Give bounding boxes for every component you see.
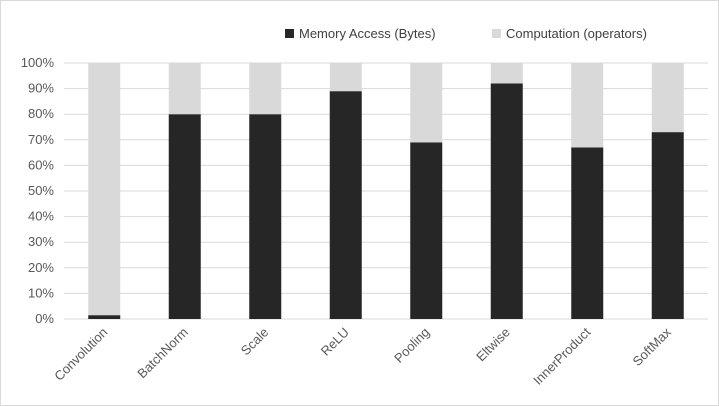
x-tick-label: ReLU (318, 325, 352, 359)
bar-segment-computation (571, 63, 604, 148)
bar-segment-computation (410, 63, 443, 143)
bar-segment-computation (651, 63, 684, 133)
bar-segment-memory-access (329, 91, 362, 319)
legend: Memory Access (Bytes) Computation (operat… (285, 26, 647, 41)
bar-segment-memory-access (249, 114, 282, 319)
y-tick-label: 70% (28, 132, 54, 147)
x-tick-label: InnerProduct (530, 324, 594, 388)
bar-segment-memory-access (410, 142, 443, 319)
bar-segment-memory-access (168, 114, 201, 319)
legend-label: Computation (operators) (506, 26, 647, 41)
bar-segment-memory-access (490, 83, 523, 319)
x-tick-label: Eltwise (473, 325, 513, 365)
bar-segment-computation (329, 63, 362, 92)
legend-swatch (492, 29, 501, 38)
x-tick-label: SoftMax (630, 324, 675, 369)
x-tick-label: BatchNorm (134, 325, 191, 382)
y-tick-label: 100% (21, 55, 55, 70)
bar-segment-memory-access (571, 147, 604, 319)
x-tick-label: Pooling (391, 325, 432, 366)
bar-segment-computation (249, 63, 282, 115)
y-tick-label: 40% (28, 209, 54, 224)
y-tick-label: 80% (28, 106, 54, 121)
bar-segment-computation (490, 63, 523, 84)
bar-segment-computation (88, 63, 121, 316)
x-axis-ticks: Convolution BatchNorm Scale ReLU Pooling Eltw… (51, 324, 674, 388)
bar-segment-memory-access (651, 132, 684, 319)
y-tick-label: 0% (35, 311, 54, 326)
y-axis-ticks: 0% 10% 20% 30% 40% 50% 60% 70% 80% 90% 100% (21, 55, 55, 326)
legend-swatch (285, 29, 294, 38)
y-tick-label: 10% (28, 285, 54, 300)
x-tick-label: Scale (238, 325, 272, 359)
bars (88, 63, 684, 319)
y-tick-label: 60% (28, 157, 54, 172)
y-tick-label: 90% (28, 81, 54, 96)
x-tick-label: Convolution (51, 325, 110, 384)
legend-label: Memory Access (Bytes) (299, 26, 436, 41)
bar-segment-memory-access (88, 315, 121, 319)
y-tick-label: 30% (28, 234, 54, 249)
bar-segment-computation (168, 63, 201, 115)
gridlines (64, 62, 708, 320)
y-tick-label: 50% (28, 183, 54, 198)
y-tick-label: 20% (28, 260, 54, 275)
